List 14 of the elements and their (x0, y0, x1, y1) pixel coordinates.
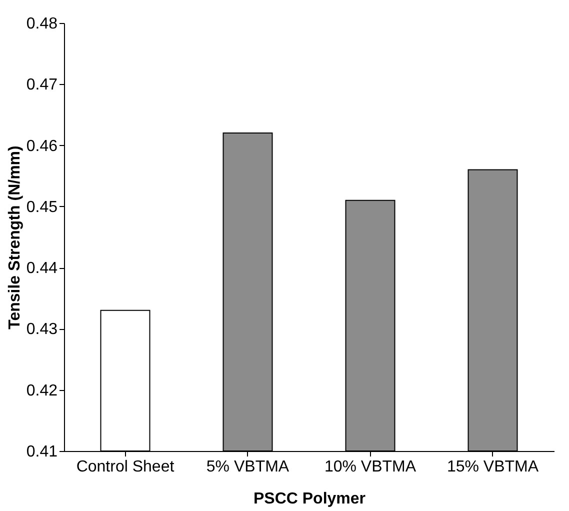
x-axis-title: PSCC Polymer (253, 490, 366, 508)
y-tick-label: 0.43 (26, 321, 58, 338)
x-tick-label: Control Sheet (76, 458, 175, 476)
x-tick-label: 5% VBTMA (206, 458, 290, 476)
y-axis-title: Tensile Strength (N/mm) (6, 146, 24, 330)
x-tick-label: 10% VBTMA (324, 458, 416, 476)
y-tick-label: 0.41 (26, 444, 58, 460)
y-tick-label: 0.46 (26, 138, 58, 155)
y-tick-label: 0.44 (26, 260, 58, 278)
y-tick-label: 0.48 (26, 16, 58, 32)
y-tick-label: 0.42 (26, 382, 58, 400)
y-tick-label: 0.45 (26, 198, 58, 216)
x-tick-label: 15% VBTMA (446, 458, 539, 476)
y-tick-label: 0.47 (26, 76, 58, 94)
